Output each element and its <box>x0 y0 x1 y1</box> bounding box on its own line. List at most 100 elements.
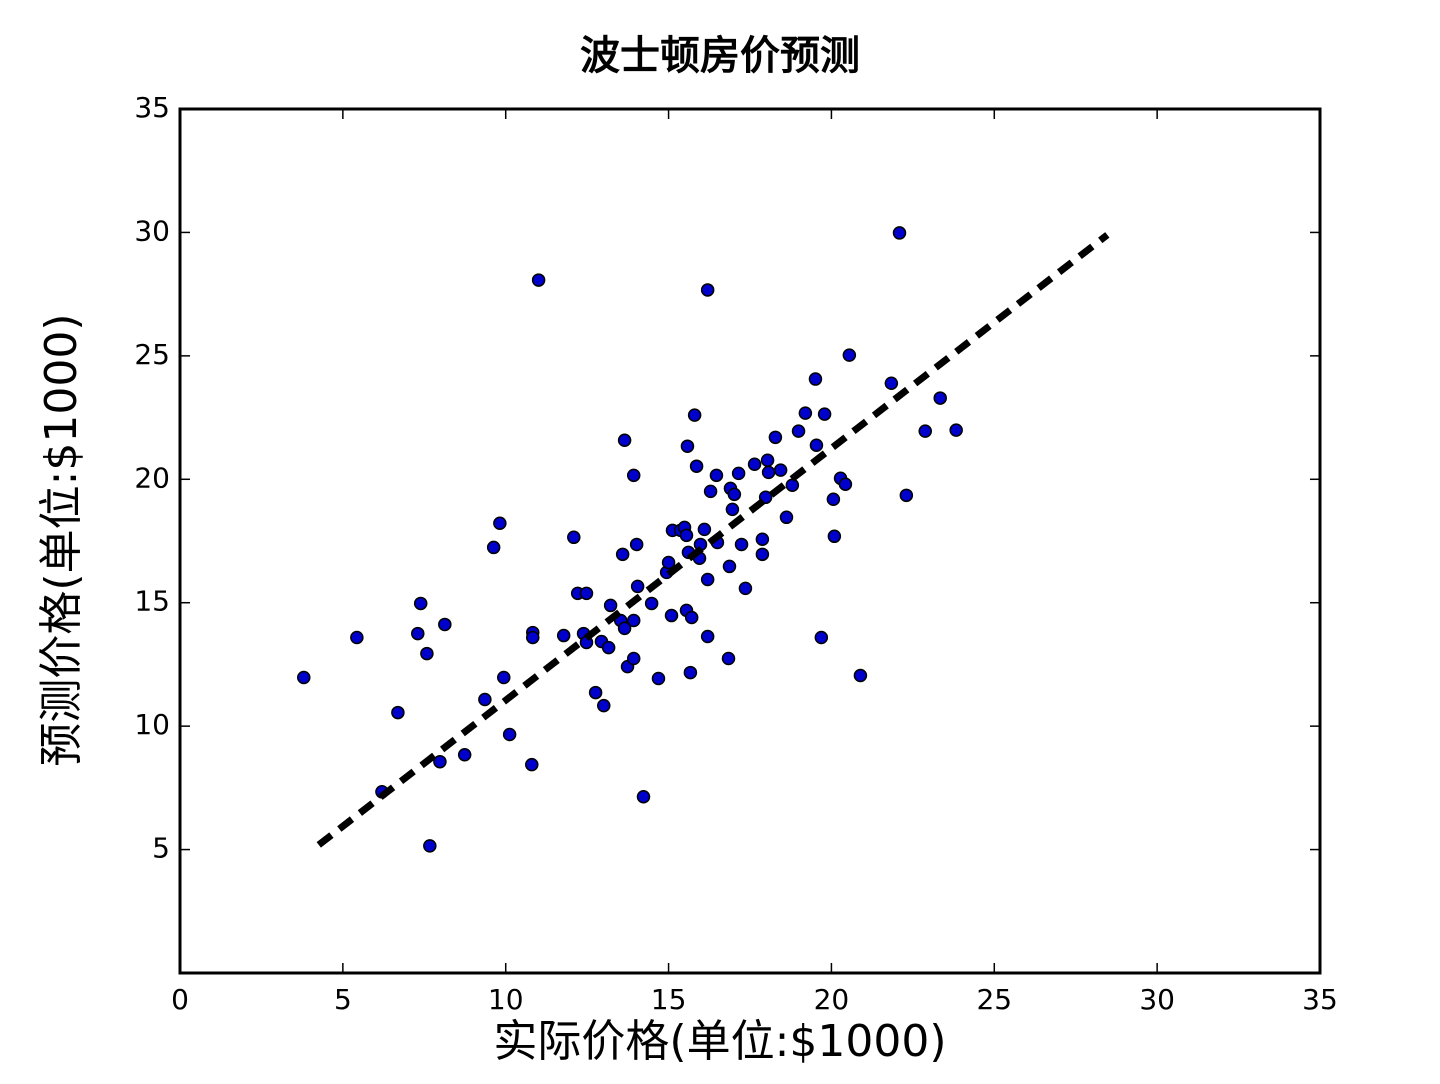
x-tick-label: 20 <box>814 983 850 1016</box>
scatter-point <box>755 547 770 562</box>
scatter-point <box>651 671 666 686</box>
scatter-point <box>636 789 651 804</box>
scatter-point <box>497 670 511 685</box>
x-tick-label: 30 <box>1139 983 1175 1016</box>
scatter-point <box>617 621 632 636</box>
scatter-point <box>808 372 823 386</box>
scatter-point <box>722 559 737 574</box>
scatter-point <box>630 579 645 594</box>
scatter-point <box>918 424 932 438</box>
scatter-point <box>760 453 775 468</box>
scatter-point <box>597 698 611 713</box>
scatter-point <box>827 529 842 544</box>
scatter-point <box>478 692 492 707</box>
scatter-point <box>779 510 794 525</box>
scatter-point <box>664 608 679 623</box>
x-axis-label: 实际价格(单位:$1000) <box>493 1016 946 1067</box>
y-tick-label: 20 <box>134 461 170 494</box>
x-tick-label: 15 <box>651 983 687 1016</box>
scatter-point <box>933 391 947 405</box>
scatter-point <box>731 466 746 481</box>
y-tick-label: 25 <box>134 338 170 371</box>
scatter-point <box>842 348 857 362</box>
scatter-point <box>734 537 749 552</box>
scatter-point <box>644 596 659 611</box>
scatter-point <box>438 617 452 632</box>
scatter-point <box>755 532 770 547</box>
scatter-point <box>679 528 694 543</box>
scatter-point <box>791 424 806 438</box>
scatter-point <box>350 630 364 645</box>
scatter-point <box>725 502 740 517</box>
scatter-point <box>626 613 641 628</box>
scatter-point <box>556 628 571 643</box>
scatter-point <box>892 226 907 240</box>
y-axis-label: 预测价格(单位:$1000) <box>36 313 87 766</box>
scatter-point <box>502 727 517 742</box>
scatter-point <box>603 598 618 613</box>
y-tick-label: 15 <box>134 585 170 618</box>
scatter-point <box>486 540 501 555</box>
scatter-point <box>689 459 704 473</box>
scatter-point <box>761 465 776 480</box>
scatter-point <box>588 685 603 700</box>
scatter-point <box>826 492 841 507</box>
scatter-point <box>601 640 616 655</box>
scatter-point <box>617 433 632 448</box>
scatter-point <box>703 484 718 499</box>
scatter-point <box>297 670 311 685</box>
scatter-point <box>615 547 630 562</box>
y-tick-label: 10 <box>134 708 170 741</box>
y-tick-label: 30 <box>134 214 170 247</box>
scatter-point <box>680 439 695 453</box>
scatter-point <box>413 596 428 611</box>
scatter-point <box>700 629 715 644</box>
x-tick-label: 25 <box>976 983 1012 1016</box>
scatter-point <box>420 646 434 661</box>
scatter-point <box>738 581 753 596</box>
scatter-point <box>773 463 788 477</box>
scatter-point <box>747 457 762 471</box>
scatter-point <box>768 430 783 445</box>
scatter-point <box>567 530 581 545</box>
scatter-point <box>525 757 539 772</box>
scatter-point <box>899 488 914 503</box>
scatter-point <box>629 537 644 552</box>
scatter-point <box>687 408 702 422</box>
scatter-point <box>684 610 699 625</box>
scatter-point <box>531 273 546 287</box>
fit-line <box>316 232 1110 848</box>
plot-frame <box>178 107 1322 975</box>
x-tick-label: 5 <box>334 983 352 1016</box>
scatter-point <box>721 651 736 666</box>
y-tick-label: 5 <box>152 832 170 865</box>
scatter-point <box>683 665 698 680</box>
scatter-point <box>838 477 853 491</box>
scatter-point <box>579 586 594 601</box>
scatter-point <box>809 438 824 452</box>
scatter-point <box>391 705 405 720</box>
scatter-point <box>884 376 899 391</box>
scatter-point <box>817 407 832 421</box>
scatter-point <box>709 468 724 483</box>
scatter-point <box>493 516 507 530</box>
scatter-point <box>433 754 447 769</box>
scatter-point <box>423 839 437 853</box>
y-tick-label: 35 <box>134 91 170 124</box>
scatter-point <box>626 651 641 666</box>
scatter-point <box>700 283 715 297</box>
scatter-point <box>853 668 868 683</box>
x-tick-label: 35 <box>1302 983 1338 1016</box>
scatter-point <box>411 626 425 641</box>
scatter-point <box>525 630 540 645</box>
scatter-point <box>949 423 963 437</box>
scatter-point <box>697 522 712 537</box>
chart-title: 波士顿房价预测 <box>580 33 860 79</box>
scatter-point <box>661 555 676 570</box>
scatter-point <box>798 406 813 420</box>
scatter-point <box>727 487 742 502</box>
x-tick-label: 10 <box>488 983 524 1016</box>
scatter-point <box>457 748 472 762</box>
scatter-point <box>700 572 715 587</box>
